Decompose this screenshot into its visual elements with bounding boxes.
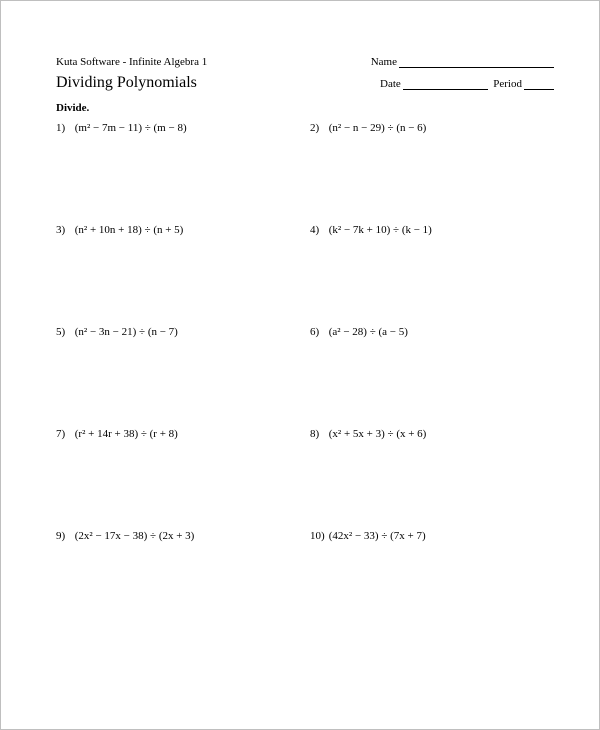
problem-expression: (n² − 3n − 21) ÷ (n − 7) — [75, 326, 178, 338]
problem-expression: (a² − 28) ÷ (a − 5) — [329, 326, 408, 338]
problem-expression: (n² + 10n + 18) ÷ (n + 5) — [75, 224, 184, 236]
problem-number: 10) — [310, 530, 326, 542]
problem-9: 9) (2x² − 17x − 38) ÷ (2x + 3) — [56, 530, 300, 542]
problem-number: 8) — [310, 428, 326, 440]
name-label: Name — [371, 56, 397, 68]
problems-grid: 1) (m² − 7m − 11) ÷ (m − 8) 2) (n² − n −… — [56, 122, 554, 542]
problem-number: 1) — [56, 122, 72, 134]
problem-expression: (r² + 14r + 38) ÷ (r + 8) — [75, 428, 178, 440]
problem-number: 9) — [56, 530, 72, 542]
software-name: Kuta Software - Infinite Algebra 1 — [56, 56, 207, 68]
title-row: Dividing Polynomials Date Period — [56, 74, 554, 92]
problem-7: 7) (r² + 14r + 38) ÷ (r + 8) — [56, 428, 300, 440]
name-field: Name — [371, 56, 554, 68]
date-blank-line — [403, 79, 488, 90]
problem-3: 3) (n² + 10n + 18) ÷ (n + 5) — [56, 224, 300, 236]
problem-number: 2) — [310, 122, 326, 134]
problem-number: 3) — [56, 224, 72, 236]
period-label: Period — [493, 78, 522, 90]
problem-number: 5) — [56, 326, 72, 338]
problem-expression: (x² + 5x + 3) ÷ (x + 6) — [329, 428, 427, 440]
worksheet-page: Kuta Software - Infinite Algebra 1 Name … — [0, 0, 600, 730]
problem-expression: (n² − n − 29) ÷ (n − 6) — [329, 122, 427, 134]
problem-expression: (m² − 7m − 11) ÷ (m − 8) — [75, 122, 187, 134]
problem-6: 6) (a² − 28) ÷ (a − 5) — [310, 326, 554, 338]
problem-number: 7) — [56, 428, 72, 440]
worksheet-title: Dividing Polynomials — [56, 74, 197, 92]
problem-5: 5) (n² − 3n − 21) ÷ (n − 7) — [56, 326, 300, 338]
problem-number: 6) — [310, 326, 326, 338]
problem-expression: (2x² − 17x − 38) ÷ (2x + 3) — [75, 530, 195, 542]
name-blank-line — [399, 57, 554, 68]
date-label: Date — [380, 78, 401, 90]
problem-8: 8) (x² + 5x + 3) ÷ (x + 6) — [310, 428, 554, 440]
period-blank-line — [524, 79, 554, 90]
problem-expression: (42x² − 33) ÷ (7x + 7) — [329, 530, 426, 542]
problem-10: 10) (42x² − 33) ÷ (7x + 7) — [310, 530, 554, 542]
problem-4: 4) (k² − 7k + 10) ÷ (k − 1) — [310, 224, 554, 236]
problem-number: 4) — [310, 224, 326, 236]
problem-expression: (k² − 7k + 10) ÷ (k − 1) — [329, 224, 432, 236]
problem-2: 2) (n² − n − 29) ÷ (n − 6) — [310, 122, 554, 134]
date-period-field: Date Period — [380, 78, 554, 92]
header-row: Kuta Software - Infinite Algebra 1 Name — [56, 56, 554, 68]
instruction: Divide. — [56, 102, 554, 114]
problem-1: 1) (m² − 7m − 11) ÷ (m − 8) — [56, 122, 300, 134]
